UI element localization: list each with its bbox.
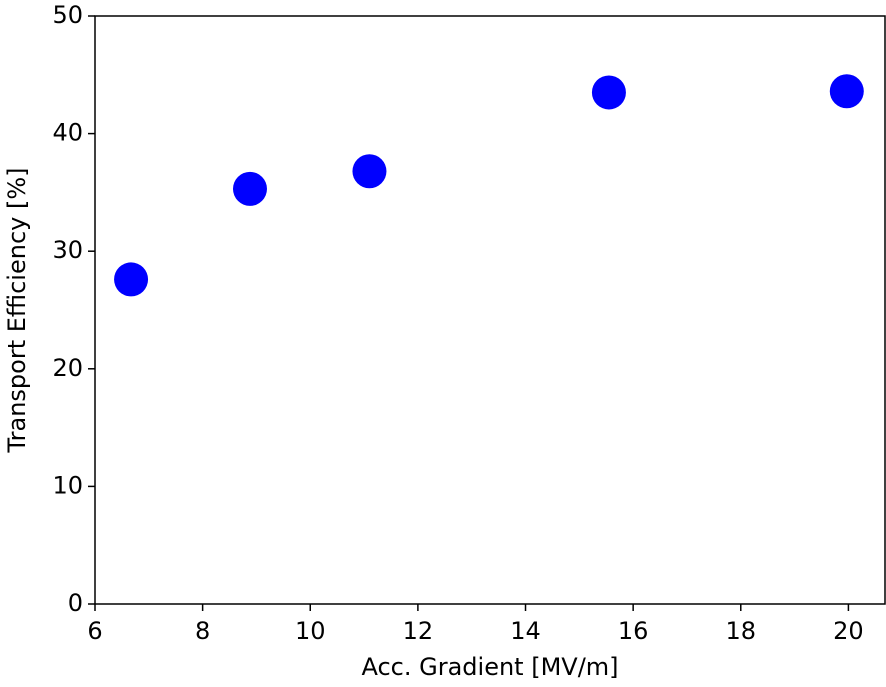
x-tick-label: 20 (833, 617, 864, 645)
x-tick-label: 18 (726, 617, 757, 645)
x-tick-label: 6 (87, 617, 102, 645)
y-tick-label: 50 (52, 1, 83, 29)
point (114, 262, 149, 297)
point (232, 171, 267, 206)
y-tick-label: 30 (52, 236, 83, 264)
x-tick-label: 10 (295, 617, 326, 645)
y-axis-label: Transport Efficiency [%] (3, 167, 31, 453)
x-tick-label: 14 (510, 617, 541, 645)
plot-frame (94, 15, 886, 605)
y-tick-label: 40 (52, 119, 83, 147)
point (829, 74, 864, 109)
x-axis-label: Acc. Gradient [MV/m] (361, 653, 618, 681)
y-tick-label: 10 (52, 471, 83, 499)
x-tick-label: 8 (195, 617, 210, 645)
y-tick-label: 0 (68, 589, 83, 617)
x-tick-label: 16 (618, 617, 649, 645)
point (352, 154, 387, 189)
y-tick-label: 20 (52, 354, 83, 382)
x-tick-label: 12 (403, 617, 434, 645)
point (591, 75, 626, 110)
